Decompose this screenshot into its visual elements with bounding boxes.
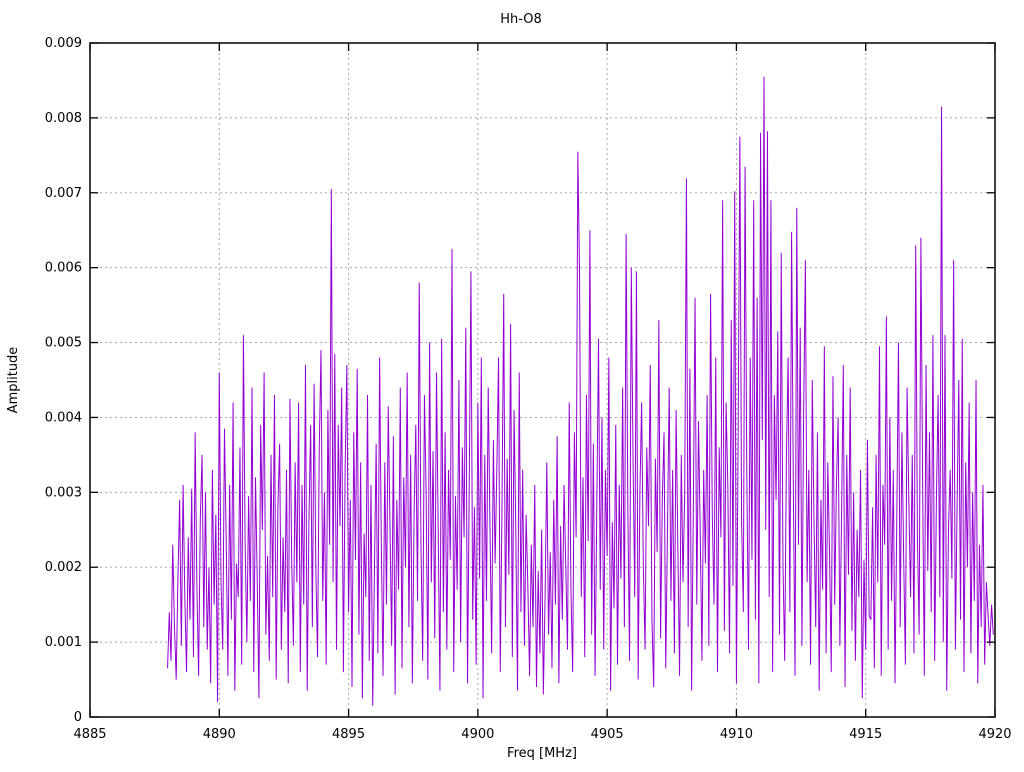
x-tick-label: 4910 xyxy=(720,727,753,742)
x-tick-label: 4890 xyxy=(203,727,236,742)
y-tick-label: 0.009 xyxy=(45,36,82,51)
series-layer xyxy=(167,76,994,706)
x-tick-label: 4905 xyxy=(591,727,624,742)
x-tick-label: 4895 xyxy=(332,727,365,742)
x-tick-label: 4920 xyxy=(978,727,1011,742)
x-tick-label: 4885 xyxy=(73,727,106,742)
y-tick-label: 0.005 xyxy=(45,336,82,351)
x-axis-label: Freq [MHz] xyxy=(507,746,577,761)
axis-layer: 4885 4890 4895 4900 4905 4910 4915 4920 0 0.001 0.… xyxy=(45,36,1012,742)
y-tick-label: 0.003 xyxy=(45,485,82,500)
y-tick-label: 0 xyxy=(74,710,82,725)
y-tick-label: 0.007 xyxy=(45,186,82,201)
chart-title: Hh-O8 xyxy=(500,12,542,27)
plot-border xyxy=(89,42,996,718)
x-tick-label: 4900 xyxy=(461,727,494,742)
x-tick-label: 4915 xyxy=(849,727,882,742)
y-tick-label: 0.008 xyxy=(45,111,82,126)
y-tick-label: 0.004 xyxy=(45,410,82,425)
y-tick-label: 0.006 xyxy=(45,261,82,276)
y-axis-label: Amplitude xyxy=(6,347,21,414)
y-tick-label: 0.002 xyxy=(45,560,82,575)
series-line xyxy=(167,76,994,706)
y-tick-label: 0.001 xyxy=(45,635,82,650)
